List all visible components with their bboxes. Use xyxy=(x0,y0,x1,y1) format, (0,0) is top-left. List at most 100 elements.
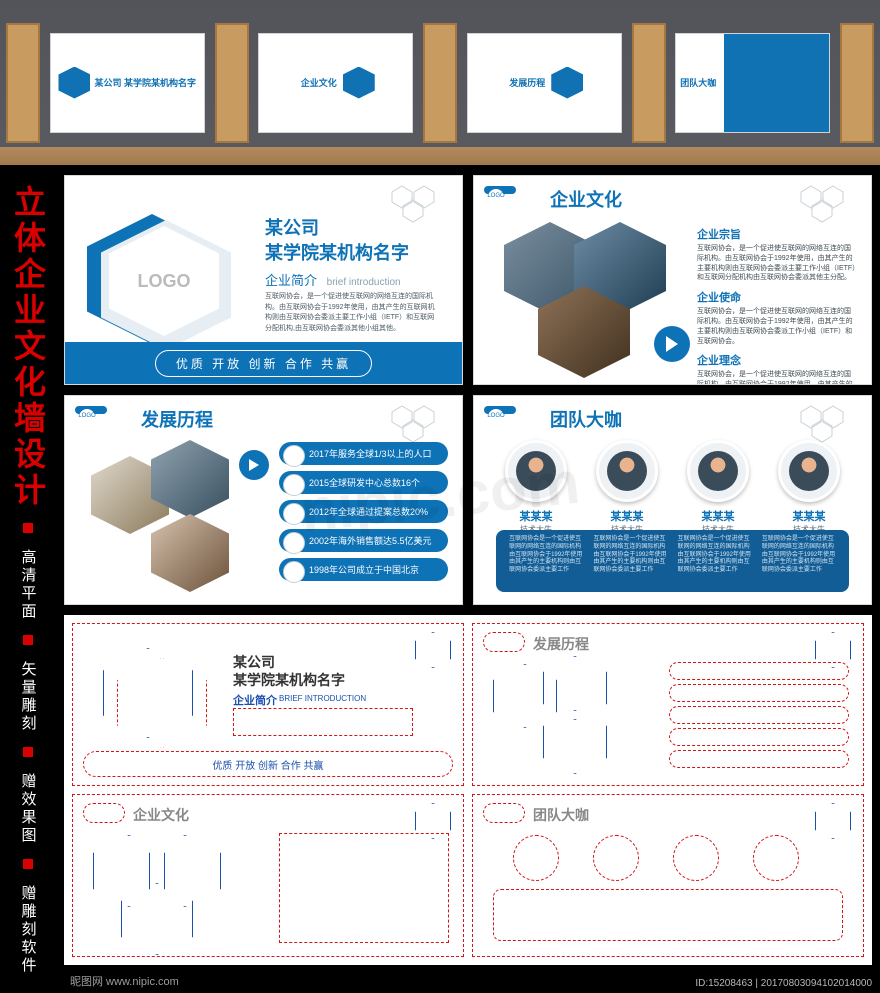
wf-board-outline xyxy=(493,889,843,941)
wf4-label: 团队大咖 xyxy=(533,805,589,825)
panels-grid: LOGO 某公司 某学院某机构名字 企业简介 brief introductio… xyxy=(64,175,872,605)
wf-avatar-circle xyxy=(593,835,639,881)
hex-image-3 xyxy=(151,514,229,592)
wf-textbox xyxy=(279,833,449,943)
wf-pill-bar: 优质 开放 创新 合作 共赢 xyxy=(83,751,453,777)
site-watermark: 昵图网 www.nipic.com xyxy=(70,973,179,989)
headline-line1: 某公司 xyxy=(265,218,319,238)
timeline-item: 1998年公司成立于中国北京 xyxy=(279,558,448,581)
badge-logo-text: LOGO xyxy=(486,413,506,419)
main-title: 立体企业文化墙设计 xyxy=(5,185,51,509)
logo-badge: LOGO xyxy=(75,406,107,414)
timeline-item: 2015全球研发中心总数16个 xyxy=(279,471,448,494)
wf3-label: 企业文化 xyxy=(133,805,189,825)
wf-avatar-circle xyxy=(673,835,719,881)
feature-2: 矢量雕刻 xyxy=(18,661,39,733)
panel-culture: LOGO 企业文化 企业宗旨 互联网协会，是一个促进使互联网的网络互连的国际机构… xyxy=(473,175,872,385)
member-card: 某某某 技术大牛 xyxy=(678,440,758,535)
timeline-item: 2002年海外销售额达5.5亿美元 xyxy=(279,529,448,552)
wf1-label2: 某学院某机构名字 xyxy=(233,670,345,690)
wireframe-intro: 某公司 某学院某机构名字 企业简介 BRIEF INTRODUCTION 优质 … xyxy=(72,623,464,786)
arrow-right-icon xyxy=(239,450,269,480)
logo-badge: LOGO xyxy=(484,406,516,414)
avatar-icon xyxy=(778,440,840,502)
wireframe-grid: 某公司 某学院某机构名字 企业简介 BRIEF INTRODUCTION 优质 … xyxy=(64,615,872,965)
feature-4: 赠雕刻软件 xyxy=(18,885,39,975)
wall-card-3-title: 发展历程 xyxy=(509,76,545,89)
headline-line2: 某学院某机构名字 xyxy=(265,243,409,263)
hexagon-icon xyxy=(58,67,90,99)
door-icon xyxy=(423,23,457,143)
wall-card-4: 团队大咖 xyxy=(675,33,830,133)
team-desc-board: 互联网协会是一个促进使互联网的网络互连的国际机构由互联网协会于1992年使用由其… xyxy=(496,530,849,592)
timeline-item: 2017年服务全球1/3以上的人口 xyxy=(279,442,448,465)
team-desc-col: 互联网协会是一个促进使互联网的网络互连的国际机构由互联网协会于1992年使用由其… xyxy=(593,536,667,586)
wall-card-1-title: 某公司 某学院某机构名字 xyxy=(94,76,196,89)
wall-card-4-title: 团队大咖 xyxy=(680,76,716,89)
wall-card-2: 企业文化 xyxy=(258,33,413,133)
wf1-label1: 某公司 xyxy=(233,652,275,672)
wireframe-culture: 企业文化 xyxy=(72,794,464,957)
wireframe-team: 团队大咖 xyxy=(472,794,864,957)
feature-1: 高清平面 xyxy=(18,549,39,621)
section-2-title: 企业使命 xyxy=(697,289,857,305)
footer-id-line: ID:15208463 | 20170803094102014000 xyxy=(695,978,872,989)
arrow-right-icon xyxy=(654,326,690,362)
wf-badge-outline xyxy=(483,632,525,652)
door-icon xyxy=(632,23,666,143)
wf-hexagon-icon xyxy=(543,710,607,774)
badge-logo-text: LOGO xyxy=(77,413,97,419)
bullet-icon xyxy=(23,747,33,757)
wf-badge-outline xyxy=(483,803,525,823)
bullet-icon xyxy=(23,859,33,869)
member-name: 某某某 xyxy=(496,508,576,524)
avatar-icon xyxy=(596,440,658,502)
section-3-body: 互联网协会，是一个促进使互联网的网络互连的国际机构。由互联网协会于1992年使用… xyxy=(697,370,857,385)
member-name: 某某某 xyxy=(678,508,758,524)
bullet-icon xyxy=(23,523,33,533)
left-feature-strip: 立体企业文化墙设计 高清平面 矢量雕刻 赠效果图 赠雕刻软件 xyxy=(0,165,56,993)
wf2-label: 发展历程 xyxy=(533,634,589,654)
avatar-icon xyxy=(687,440,749,502)
section-1-title: 企业宗旨 xyxy=(697,226,857,242)
logo-hexagon: LOGO xyxy=(87,206,247,356)
logo-badge: LOGO xyxy=(484,186,516,194)
feature-3: 赠效果图 xyxy=(18,773,39,845)
wall-card-1: 某公司 某学院某机构名字 xyxy=(50,33,205,133)
panel1-subtitle: 企业简介 brief introduction xyxy=(265,270,401,289)
values-pill: 优质 开放 创新 合作 共赢 xyxy=(155,350,372,377)
wireframe-history: 发展历程 xyxy=(472,623,864,786)
section-2-body: 互联网协会，是一个促进使互联网的网络互连的国际机构。由互联网协会于1992年使用… xyxy=(697,307,857,346)
panel2-title: 企业文化 xyxy=(550,186,622,212)
subtitle-en: brief introduction xyxy=(327,277,401,288)
panel2-text-column: 企业宗旨 互联网协会，是一个促进使互联网的网络互连的国际机构。由互联网协会于19… xyxy=(697,220,857,385)
wall-card-2-title: 企业文化 xyxy=(301,76,337,89)
team-desc-col: 互联网协会是一个促进使互联网的网络互连的国际机构由互联网协会于1992年使用由其… xyxy=(762,536,836,586)
panel1-headline: 某公司 某学院某机构名字 xyxy=(265,216,409,266)
wf1-bar-text: 优质 开放 创新 合作 共赢 xyxy=(212,757,323,772)
team-desc-col: 互联网协会是一个促进使互联网的网络互连的国际机构由互联网协会于1992年使用由其… xyxy=(509,536,583,586)
wf-mini-hex-icon xyxy=(815,803,851,839)
timeline-item: 2012年全球通过提案总数20% xyxy=(279,500,448,523)
subtitle-cn: 企业简介 xyxy=(265,273,317,288)
member-card: 某某某 技术大牛 xyxy=(769,440,849,535)
wf-pill-row xyxy=(669,662,849,680)
wf1-sub: 企业简介 xyxy=(233,692,277,708)
door-icon xyxy=(215,23,249,143)
blue-block xyxy=(724,34,829,132)
door-icon xyxy=(840,23,874,143)
timeline-list: 2017年服务全球1/3以上的人口 2015全球研发中心总数16个 2012年全… xyxy=(279,442,448,587)
avatar-icon xyxy=(505,440,567,502)
panel-history: LOGO 发展历程 2017年服务全球1/3以上的人口 2015全球研发中心总数… xyxy=(64,395,463,605)
member-name: 某某某 xyxy=(769,508,849,524)
wf-badge-outline xyxy=(83,803,125,823)
panel4-title: 团队大咖 xyxy=(550,406,622,432)
wall-card-3: 发展历程 xyxy=(467,33,622,133)
panel-company-intro: LOGO 某公司 某学院某机构名字 企业简介 brief introductio… xyxy=(64,175,463,385)
panel3-title: 发展历程 xyxy=(141,406,213,432)
panel-team: LOGO 团队大咖 某某某 技术大牛 某某某 技术大牛 某某某 xyxy=(473,395,872,605)
member-card: 某某某 技术大牛 xyxy=(587,440,667,535)
panel1-blue-bar: 优质 开放 创新 合作 共赢 xyxy=(65,342,462,384)
hexagon-icon xyxy=(551,67,583,99)
wf-pill-row xyxy=(669,706,849,724)
